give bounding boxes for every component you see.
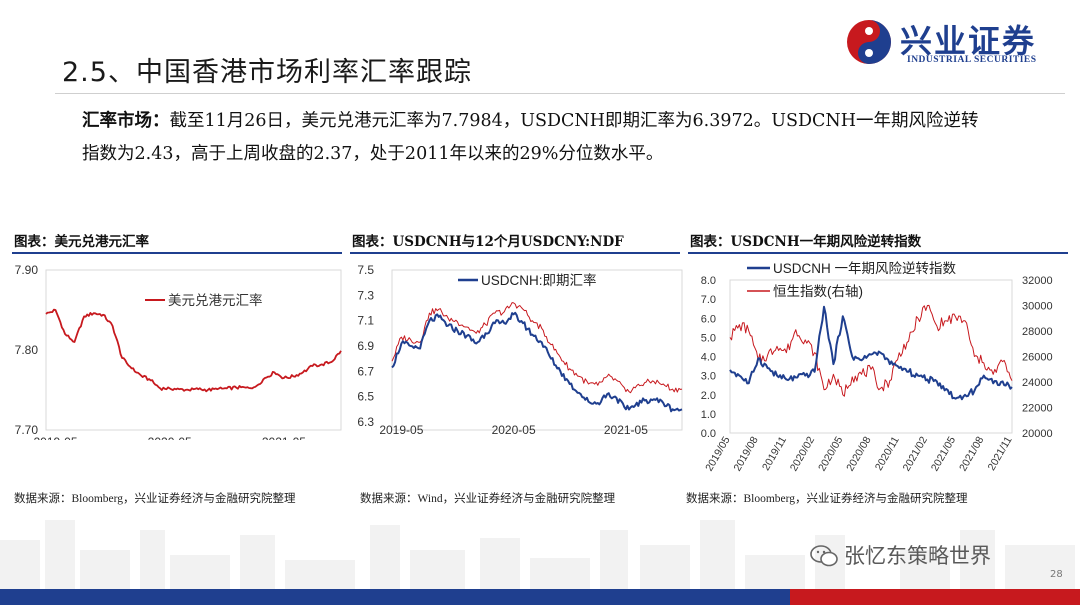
- chart3-ytick-left-label: 6.0: [701, 313, 716, 325]
- chart1-xtick-label: 2021-05: [262, 435, 306, 440]
- logo-text-cn: 兴业证券: [900, 22, 1037, 60]
- chart3-ytick-left-label: 8.0: [701, 275, 716, 287]
- chart3-heading: 图表：USDCNH一年期风险逆转指数: [690, 234, 922, 250]
- chart3-ytick-left-label: 7.0: [701, 294, 716, 306]
- chart3-ytick-right-label: 30000: [1022, 301, 1053, 313]
- chart3-ytick-right-label: 32000: [1022, 275, 1053, 287]
- chart3-ytick-left-label: 4.0: [701, 352, 716, 364]
- chart3-ytick-left-label: 1.0: [701, 409, 716, 421]
- chart2-xtick-label: 2019-05: [379, 423, 423, 437]
- title-divider: [55, 93, 1065, 94]
- chart2-heading-rule: [350, 252, 680, 254]
- chart3-xtick-label: 2019/05: [703, 434, 732, 473]
- chart1-source: 数据来源：Bloomberg，兴业证券经济与金融研究院整理: [14, 493, 296, 505]
- chart3-ytick-right-label: 28000: [1022, 326, 1053, 338]
- chart1-series-line: [45, 308, 342, 393]
- chart2-source: 数据来源：Wind，兴业证券经济与金融研究院整理: [360, 493, 616, 505]
- chart2-series-usdcnh-line: [391, 311, 683, 413]
- chart1-xtick-label: 2020-05: [148, 435, 192, 440]
- chart3-xtick-label: 2020/11: [873, 434, 902, 472]
- chart3-xtick-label: 2019/11: [760, 434, 789, 472]
- chart2-legend-label: USDCNH:即期汇率: [481, 272, 597, 288]
- chart3-xtick-label: 2019/08: [731, 434, 760, 473]
- summary-paragraph: 汇率市场：截至11月26日，美元兑港元汇率为7.7984，USDCNH即期汇率为…: [82, 105, 1042, 171]
- chart3-ytick-left-label: 3.0: [701, 371, 716, 383]
- chart2-ytick-label: 6.7: [357, 364, 374, 378]
- logo-text-en: INDUSTRIAL SECURITIES: [907, 55, 1037, 65]
- summary-line-1: 截至11月26日，美元兑港元汇率为7.7984，USDCNH即期汇率为6.397…: [169, 111, 979, 131]
- chart3-xtick-label: 2020/05: [816, 434, 845, 473]
- footer-bar-blue: [0, 589, 790, 605]
- chart1-hkd-rate: 7.90 7.80 7.70 2019-05 2020-05 2021-05 美元兑港元…: [15, 263, 342, 440]
- page-number: 28: [1050, 569, 1063, 580]
- chart1-frame: [45, 269, 342, 431]
- chart3-xtick-label: 2020/02: [788, 434, 817, 473]
- chart3-xtick-label: 2021/05: [929, 434, 958, 473]
- chart3-series-hsi-line: [729, 304, 1013, 397]
- chart2-ytick-label: 6.3: [357, 415, 374, 429]
- chart1-legend-label: 美元兑港元汇率: [168, 292, 263, 308]
- chart3-ytick-right-label: 26000: [1022, 352, 1053, 364]
- chart3-risk-reversal: 8.0 7.0 6.0 5.0 4.0 3.0 2.0 1.0 0.0 32000 30000 28…: [701, 261, 1053, 473]
- chart2-ytick-label: 6.9: [357, 339, 374, 353]
- chart1-ytick-label: 7.80: [15, 343, 39, 357]
- chart1-ytick-label: 7.90: [15, 263, 39, 277]
- chart3-heading-rule: [688, 252, 1068, 254]
- chart2-usdcnh: 7.5 7.3 7.1 6.9 6.7 6.5 6.3 2019-05 2020-05 2021…: [357, 263, 683, 437]
- chart3-legend-label-2: 恒生指数(右轴): [773, 284, 863, 299]
- chart3-ytick-right-label: 24000: [1022, 377, 1053, 389]
- chart2-heading: 图表：USDCNH与12个月USDCNY:NDF: [352, 234, 624, 250]
- chart2-xtick-label: 2021-05: [604, 423, 648, 437]
- chart3-ytick-left-label: 5.0: [701, 332, 716, 344]
- wechat-icon: [810, 545, 838, 567]
- skyline-decoration: [0, 520, 1075, 589]
- chart3-xtick-label: 2021/08: [957, 434, 986, 473]
- chart1-heading-rule: [12, 252, 342, 254]
- chart1-heading: 图表：美元兑港元汇率: [14, 234, 149, 250]
- chart2-ytick-label: 7.3: [357, 288, 374, 302]
- chart3-ytick-left-label: 2.0: [701, 390, 716, 402]
- chart2-ytick-label: 7.5: [357, 263, 374, 277]
- chart3-frame: [729, 279, 1013, 434]
- chart2-series-ndf-line: [391, 302, 683, 394]
- chart2-xtick-label: 2020-05: [492, 423, 536, 437]
- chart3-ytick-left-label: 0.0: [701, 428, 716, 440]
- logo-mark-icon: [847, 20, 891, 64]
- chart3-ytick-right-label: 20000: [1022, 428, 1053, 440]
- page-title: 2.5、中国香港市场利率汇率跟踪: [62, 57, 472, 88]
- chart3-xtick-label: 2021/11: [986, 434, 1015, 472]
- chart3-source: 数据来源：Bloomberg，兴业证券经济与金融研究院整理: [686, 493, 968, 505]
- chart2-ytick-label: 7.1: [357, 314, 374, 328]
- summary-lead: 汇率市场：: [82, 111, 170, 131]
- watermark-text: 张忆东策略世界: [844, 544, 991, 568]
- chart3-ytick-right-label: 22000: [1022, 403, 1053, 415]
- chart2-ytick-label: 6.5: [357, 390, 374, 404]
- chart1-xtick-label: 2019-05: [33, 435, 77, 440]
- chart3-xtick-label: 2020/08: [844, 434, 873, 473]
- watermark: 张忆东策略世界: [810, 540, 991, 570]
- company-logo: 兴业证券 INDUSTRIAL SECURITIES: [845, 18, 1070, 66]
- chart3-legend-label-1: USDCNH 一年期风险逆转指数: [773, 261, 957, 276]
- chart2-frame: [391, 269, 683, 431]
- chart3-series-rr-line: [729, 305, 1013, 401]
- summary-line-2: 指数为2.43，高于上周收盘的2.37，处于2011年以来的29%分位数水平。: [82, 144, 664, 164]
- chart1-ytick-label: 7.70: [15, 423, 39, 437]
- chart3-xtick-label: 2021/02: [901, 434, 930, 473]
